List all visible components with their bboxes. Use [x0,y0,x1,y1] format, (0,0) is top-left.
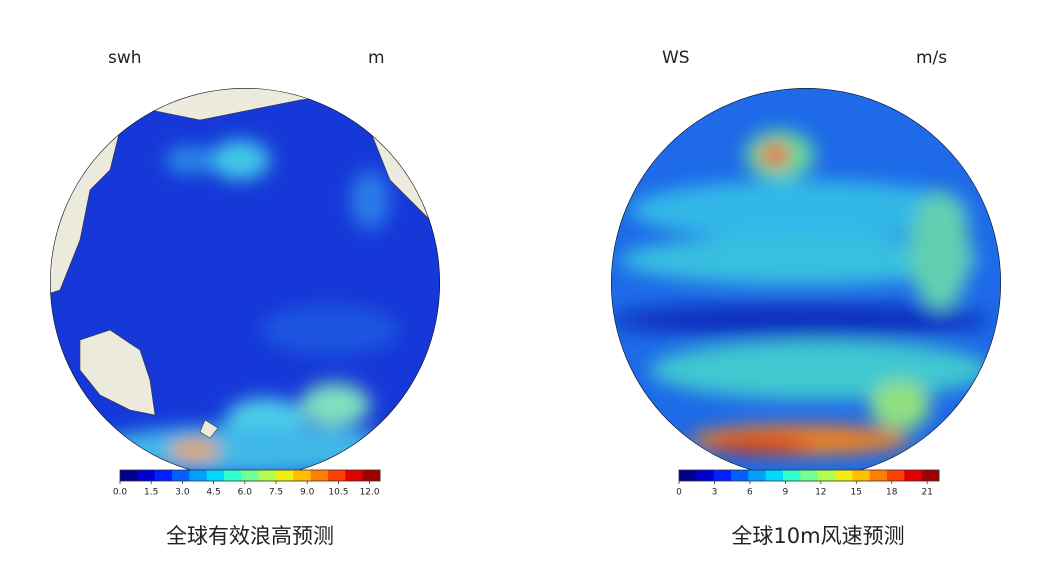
colorbar-segment [817,470,836,481]
colorbar-tick-label: 15 [851,488,862,498]
colorbar-segment [921,470,940,481]
colorbar-segment [345,470,364,481]
colorbar-tick-label: 9.0 [300,488,315,498]
wind-speed-globe [611,88,1001,478]
caption: 全球10m风速预测 [731,524,904,548]
colorbar-tick-label: 1.5 [144,488,158,498]
colorbar-tick-label: 12.0 [360,488,380,498]
colorbar-segment [748,470,767,481]
colorbar-segment [328,470,346,481]
colorbar-segment [189,470,208,481]
colorbar-tick-label: 0.0 [113,488,128,498]
colorbar-tick-label: 7.5 [269,488,283,498]
variable-label: swh [108,48,142,68]
colorbar-tick-label: 12 [815,488,826,498]
unit-label: m/s [916,48,947,68]
colorbar-segment [852,470,871,481]
colorbar-segment [765,470,784,481]
colorbar-segment [835,470,853,481]
colorbar-tick-label: 9 [782,488,788,498]
colorbar-tick-label: 21 [921,488,932,498]
colorbar-tick-label: 6 [747,488,753,498]
unit-label: m [368,48,385,68]
colorbar-segment [887,470,905,481]
colorbar-segment [258,470,277,481]
colorbar-segment [310,470,329,481]
colorbar-segment [679,470,697,481]
caption: 全球有效浪高预测 [166,524,334,548]
colorbar-segment [696,470,715,481]
colorbar-segment [172,470,190,481]
colorbar-segment [224,470,242,481]
colorbar-frame [678,469,940,482]
colorbar-tick-label: 6.0 [238,488,253,498]
colorbar-segment [293,470,312,481]
colorbar-segment [731,470,749,481]
colorbar-segment [276,470,294,481]
colorbar-tick-label: 3.0 [175,488,190,498]
colorbar-tick-label: 4.5 [206,488,220,498]
colorbar-segment [783,470,801,481]
colorbar-segment [904,470,923,481]
labels: swh m WS m/s 全球有效浪高预测 全球10m风速预测 [108,48,947,548]
variable-label: WS [662,48,690,68]
colorbar-frame [119,469,381,482]
colorbar-segment [800,470,819,481]
colorbar-tick-label: 18 [886,488,898,498]
colorbar-segment [362,470,381,481]
wave-height-globe [50,88,440,478]
colorbar-segment [206,470,225,481]
colorbar-segment [241,470,260,481]
colorbar-segment [120,470,138,481]
colorbar-tick-label: 0 [676,488,682,498]
colorbar-segment [137,470,156,481]
colorbar-tick-label: 10.5 [328,488,348,498]
colorbar-segment [869,470,888,481]
colorbar-tick-label: 3 [712,488,718,498]
colorbar-segment [713,470,732,481]
colorbar-segment [154,470,173,481]
